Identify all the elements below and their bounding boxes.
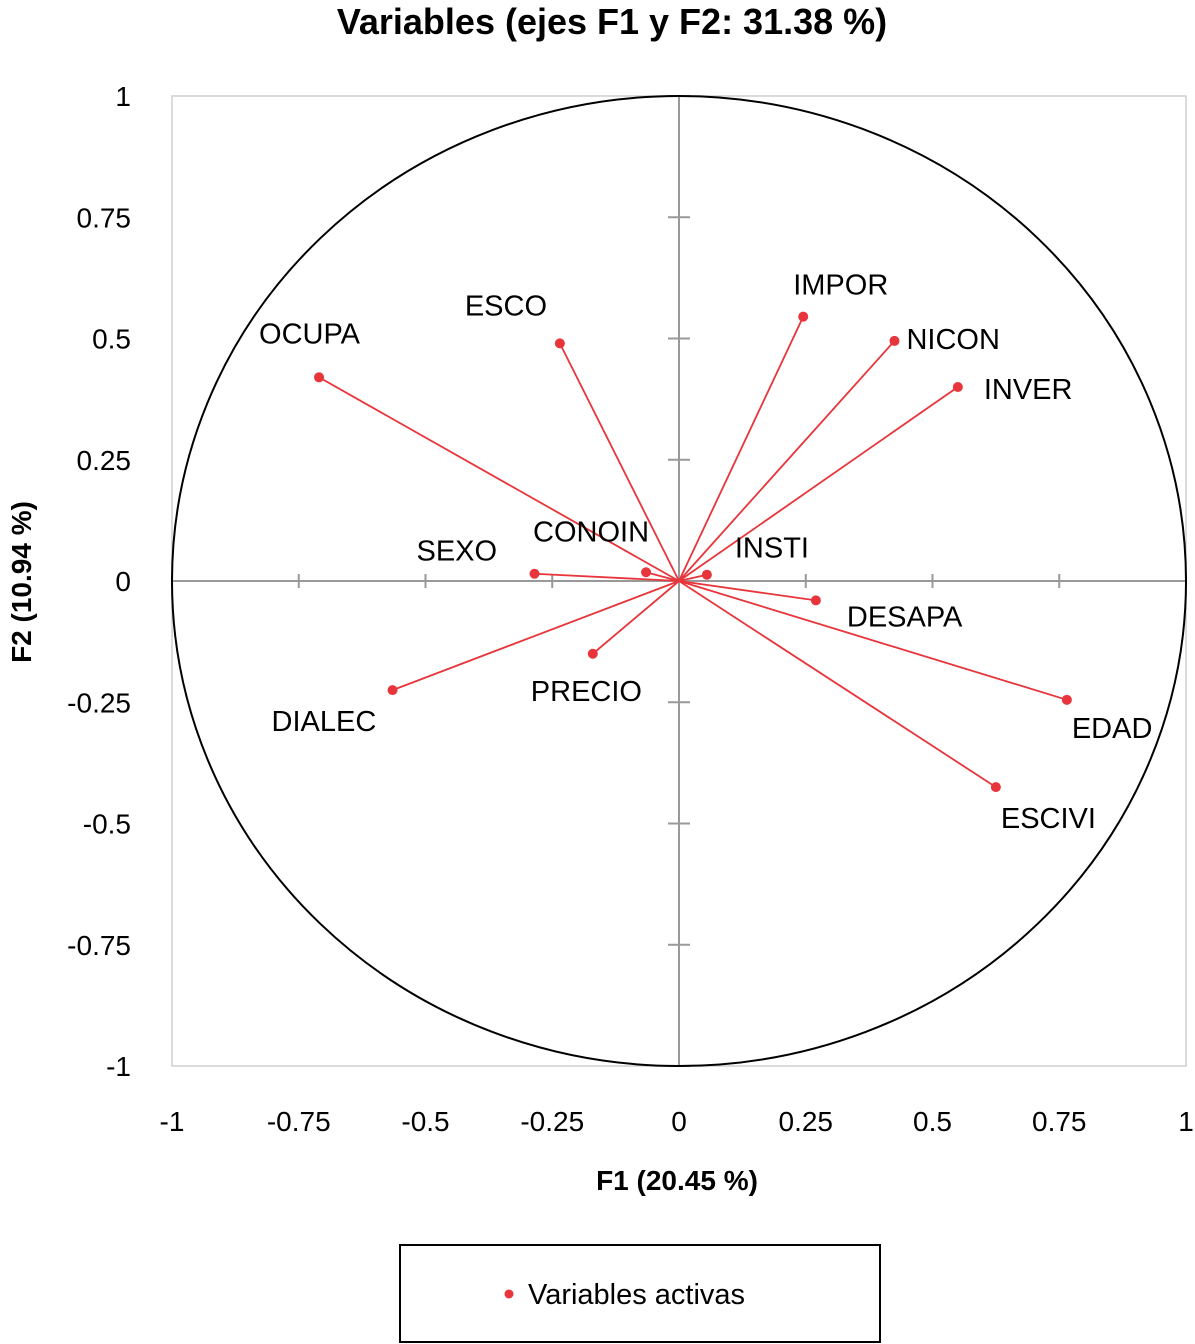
legend-marker (504, 1289, 514, 1299)
y-tick-label: -0.5 (83, 809, 131, 840)
point-impor (798, 311, 809, 322)
point-ocupa (314, 372, 325, 383)
vector-escivi (678, 580, 997, 788)
point-edad (1061, 694, 1072, 705)
x-tick-label: -0.5 (401, 1106, 449, 1137)
label-nicon: NICON (906, 324, 999, 356)
x-tick-label: -0.25 (520, 1106, 584, 1137)
x-tick-label: -1 (160, 1106, 185, 1137)
variable-labels: OCUPA ESCO IMPOR NICON INVER SEXO CONOIN INSTI D… (259, 270, 1152, 835)
label-dialec: DIALEC (272, 706, 377, 738)
y-tick-label: 1 (115, 81, 131, 112)
legend-label: Variables activas (528, 1279, 745, 1311)
label-ocupa: OCUPA (259, 318, 361, 350)
variable-vectors (318, 316, 1068, 788)
chart-title: Variables (ejes F1 y F2: 31.38 %) (337, 1, 887, 42)
x-tick-label: 0.5 (913, 1106, 952, 1137)
point-escivi (990, 782, 1001, 793)
x-axis-title: F1 (20.45 %) (596, 1165, 758, 1196)
vector-precio (592, 580, 680, 655)
point-inver (952, 382, 963, 392)
y-tick-label: 0.5 (92, 324, 131, 355)
vector-nicon (678, 340, 896, 582)
vector-esco (559, 342, 680, 582)
y-tick-label: 0 (115, 566, 131, 597)
vector-conoin (645, 571, 680, 582)
label-edad: EDAD (1072, 713, 1153, 745)
label-desapa: DESAPA (847, 601, 963, 633)
y-tick-label: 0.25 (77, 445, 132, 476)
legend-box (399, 1244, 881, 1343)
point-insti (701, 569, 712, 580)
y-tick-label: -0.25 (67, 687, 131, 718)
variable-points (314, 311, 1072, 793)
x-tick-label: 0.75 (1032, 1106, 1087, 1137)
label-impor: IMPOR (793, 270, 888, 302)
y-tick-label: -1 (106, 1051, 131, 1082)
legend: Variables activas (399, 1244, 881, 1343)
vector-ocupa (318, 376, 680, 582)
tick-labels: -1 -0.75 -0.5 -0.25 0 0.25 0.5 0.75 1 1 0.75 0.5 0.2… (67, 81, 1194, 1137)
x-tick-label: 1 (1178, 1106, 1194, 1137)
label-precio: PRECIO (531, 676, 642, 708)
vector-dialec (392, 580, 680, 691)
x-tick-label: 0.25 (779, 1106, 834, 1137)
vector-inver (678, 386, 959, 582)
label-conoin: CONOIN (533, 516, 649, 548)
y-tick-label: 0.75 (77, 202, 132, 233)
vector-desapa (678, 580, 817, 602)
vector-sexo (534, 572, 680, 582)
label-insti: INSTI (735, 533, 809, 565)
point-sexo (529, 568, 540, 579)
point-esco (554, 338, 565, 349)
vector-impor (678, 316, 805, 582)
label-escivi: ESCIVI (1001, 803, 1096, 835)
label-esco: ESCO (465, 290, 547, 322)
point-conoin (641, 567, 652, 578)
y-tick-label: -0.75 (67, 930, 131, 961)
label-inver: INVER (984, 374, 1073, 406)
point-precio (587, 648, 598, 659)
unit-circle (171, 95, 1187, 1067)
x-tick-label: 0 (671, 1106, 687, 1137)
point-desapa (810, 595, 821, 606)
point-dialec (387, 685, 398, 696)
point-nicon (889, 335, 900, 346)
x-tick-label: -0.75 (267, 1106, 331, 1137)
vector-edad (678, 580, 1068, 701)
label-sexo: SEXO (417, 536, 498, 568)
y-axis-title: F2 (10.94 %) (6, 501, 37, 663)
